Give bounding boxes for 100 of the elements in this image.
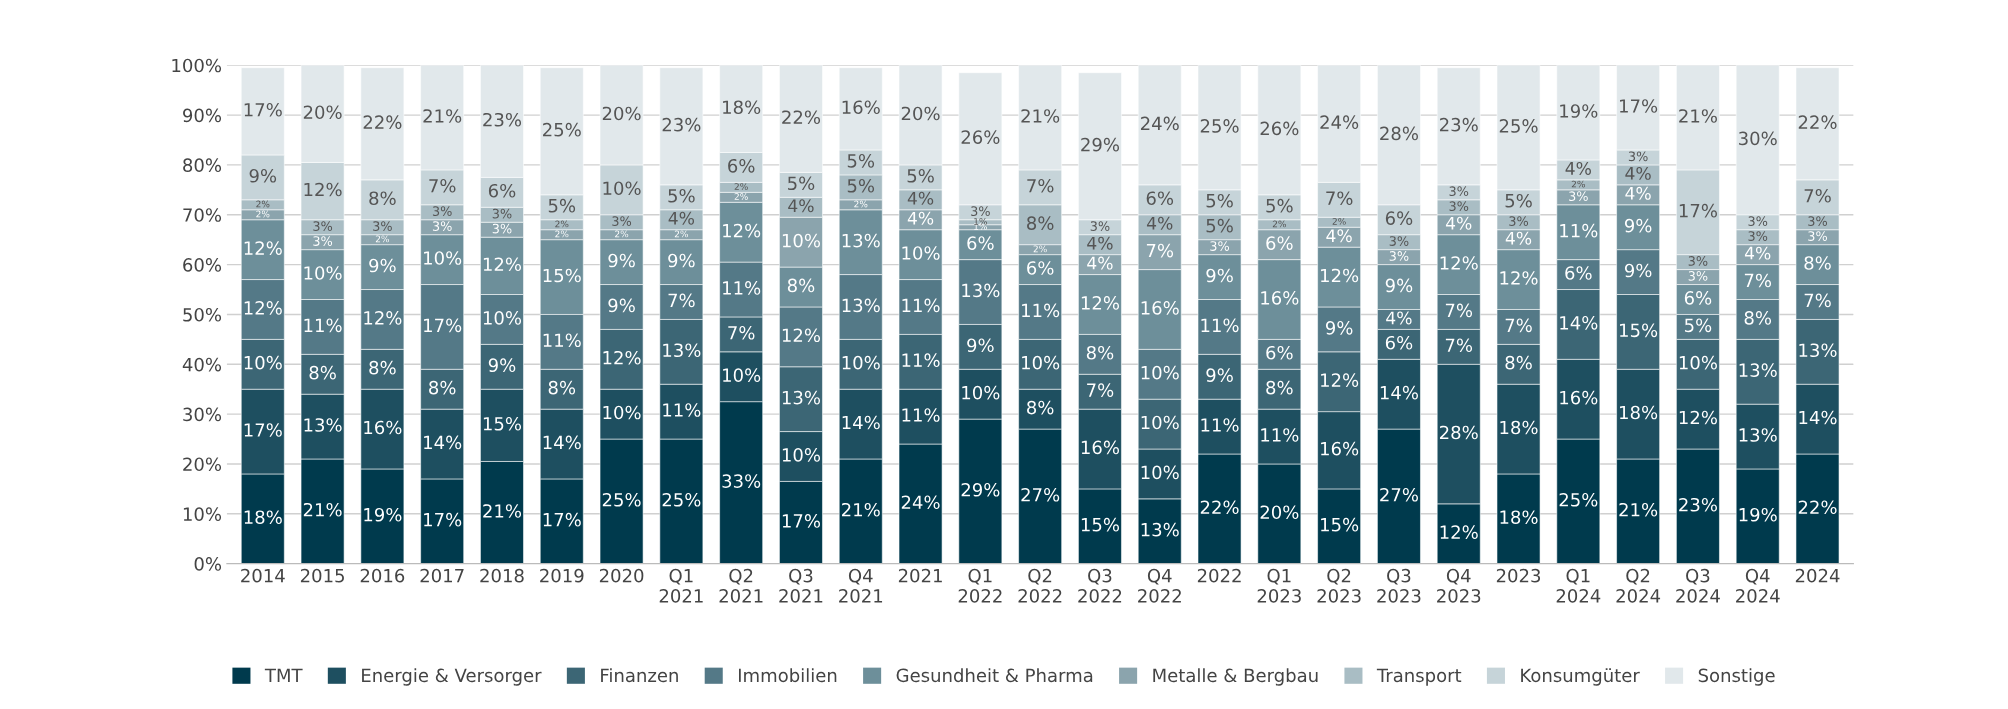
- data-label: 3%: [1628, 151, 1648, 162]
- data-label: 23%: [1439, 117, 1478, 132]
- data-label: 13%: [1739, 363, 1777, 377]
- data-label: 7%: [1804, 188, 1831, 203]
- x-tick-label: Q1 2024: [1556, 568, 1601, 603]
- data-label: 5%: [1206, 193, 1233, 208]
- data-label: 4%: [1565, 161, 1591, 175]
- data-label: 13%: [842, 298, 880, 313]
- y-tick-label: 60%: [183, 258, 222, 272]
- data-label: 10%: [842, 355, 880, 370]
- data-label: 16%: [1560, 390, 1598, 405]
- x-tick-label: 2020: [599, 568, 644, 583]
- data-label: 23%: [662, 117, 701, 132]
- data-label: 5%: [548, 198, 576, 213]
- legend-label: Finanzen: [601, 668, 678, 683]
- data-label: 12%: [1679, 410, 1717, 425]
- data-label: 21%: [1021, 109, 1060, 123]
- data-label: 18%: [244, 510, 282, 525]
- data-label: 10%: [304, 266, 342, 280]
- data-label: 2%: [555, 220, 569, 228]
- data-label: 13%: [1739, 428, 1777, 442]
- y-tick-label: 80%: [183, 158, 222, 173]
- data-label: 10%: [1022, 355, 1060, 370]
- data-label: 10%: [603, 181, 641, 196]
- data-label: 8%: [429, 380, 456, 395]
- data-label: 3%: [1748, 231, 1768, 241]
- data-label: 8%: [1505, 355, 1532, 370]
- data-label: 22%: [363, 115, 402, 130]
- data-label: 23%: [483, 112, 522, 127]
- data-label: 3%: [1808, 216, 1828, 226]
- data-label: 8%: [1744, 311, 1772, 325]
- data-label: 2%: [256, 210, 270, 218]
- data-label: 5%: [1206, 218, 1233, 233]
- x-tick-label: Q1 2022: [958, 568, 1002, 603]
- data-label: 12%: [1500, 271, 1538, 285]
- data-label: 20%: [303, 105, 342, 120]
- data-label: 8%: [787, 278, 815, 293]
- data-label: 8%: [369, 360, 396, 375]
- data-label: 14%: [1560, 315, 1598, 330]
- data-label: 4%: [1744, 246, 1771, 260]
- data-label: 9%: [608, 253, 635, 268]
- data-label: 28%: [1380, 126, 1418, 141]
- data-label: 21%: [1619, 502, 1658, 517]
- data-label: 19%: [1739, 507, 1777, 522]
- x-tick-label: 2024: [1795, 568, 1840, 583]
- data-label: 2%: [854, 200, 868, 208]
- data-label: 25%: [1499, 119, 1538, 133]
- data-label: 21%: [842, 502, 880, 517]
- data-label: 2%: [1272, 220, 1286, 228]
- data-label: 3%: [1090, 221, 1110, 231]
- data-label: 10%: [244, 355, 282, 370]
- data-label: 13%: [663, 343, 701, 358]
- data-label: 16%: [364, 420, 402, 435]
- data-label: 7%: [1087, 383, 1114, 397]
- data-label: 10%: [1141, 465, 1179, 480]
- data-label: 3%: [1748, 216, 1768, 226]
- x-tick-label: 2015: [300, 568, 344, 583]
- data-label: 13%: [304, 418, 342, 432]
- data-label: 17%: [244, 102, 282, 117]
- data-label: 8%: [1266, 380, 1293, 395]
- data-label: 22%: [782, 110, 821, 125]
- data-label: 23%: [1679, 497, 1717, 512]
- data-label: 9%: [608, 298, 635, 313]
- data-label: 27%: [1380, 487, 1418, 502]
- data-label: 17%: [424, 512, 462, 527]
- data-label: 3%: [1449, 201, 1469, 212]
- data-label: 3%: [492, 223, 512, 234]
- data-label: 11%: [1201, 318, 1239, 333]
- x-tick-label: 2014: [241, 568, 285, 583]
- data-label: 3%: [1569, 191, 1588, 202]
- data-label: 12%: [782, 328, 821, 343]
- data-label: 7%: [1027, 178, 1054, 193]
- x-tick-label: Q3 2023: [1377, 568, 1421, 603]
- data-label: 16%: [1321, 441, 1359, 456]
- data-label: 9%: [1206, 368, 1233, 382]
- data-label: 9%: [488, 358, 516, 373]
- data-label: 17%: [1679, 203, 1717, 218]
- legend-label: Sonstige: [1698, 668, 1775, 686]
- data-label: 4%: [1625, 186, 1651, 200]
- data-label: 4%: [1087, 256, 1113, 270]
- x-tick-label: Q3 2024: [1676, 568, 1720, 603]
- data-label: 3%: [612, 216, 632, 226]
- legend-label: Transport: [1376, 668, 1462, 686]
- y-tick-label: 30%: [183, 407, 222, 422]
- data-label: 6%: [1385, 211, 1413, 225]
- data-label: 3%: [432, 206, 452, 216]
- data-label: 10%: [1141, 415, 1179, 430]
- data-label: 4%: [1445, 216, 1472, 230]
- data-label: 5%: [1684, 318, 1712, 333]
- data-label: 3%: [1509, 216, 1529, 226]
- data-label: 9%: [249, 168, 277, 183]
- data-label: 8%: [309, 365, 336, 380]
- legend-label: Metalle & Bergbau: [1153, 668, 1318, 686]
- data-label: 2%: [1033, 245, 1047, 253]
- data-label: 2%: [674, 230, 689, 238]
- data-label: 4%: [907, 211, 934, 225]
- x-tick-label: 2017: [420, 568, 464, 583]
- data-label: 8%: [548, 380, 576, 395]
- data-label: 17%: [424, 318, 462, 333]
- data-label: 12%: [304, 182, 342, 197]
